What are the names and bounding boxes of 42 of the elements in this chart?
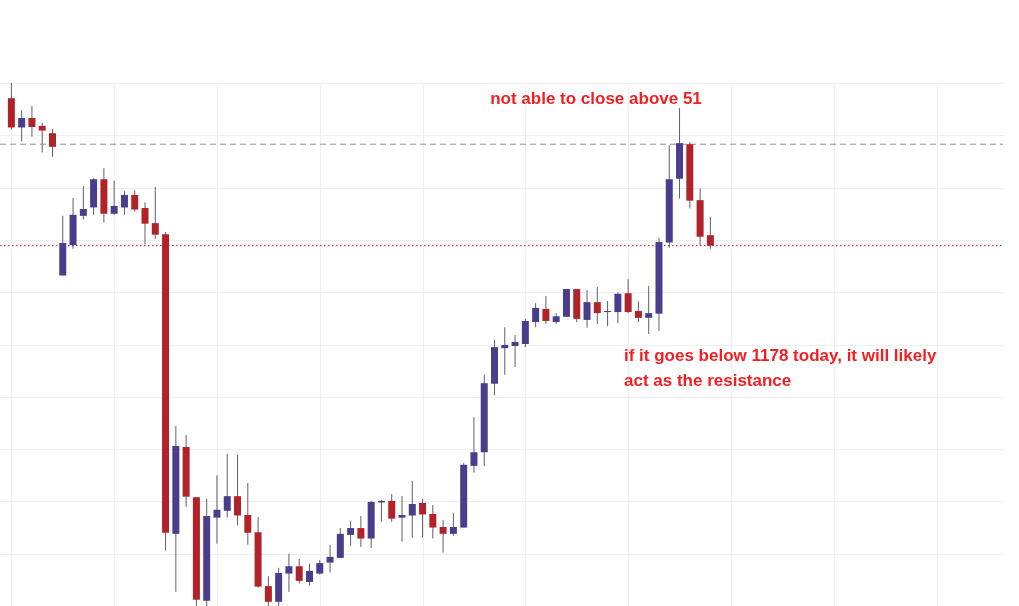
candlestick (398, 495, 406, 543)
candlestick (213, 474, 221, 545)
candlestick (429, 504, 437, 540)
candlestick (645, 285, 653, 335)
candlestick (48, 128, 56, 158)
candlestick (388, 493, 396, 523)
candlestick (614, 291, 622, 324)
candlestick (347, 520, 355, 547)
candlestick (264, 575, 272, 606)
candlestick (234, 454, 242, 526)
candlestick (28, 105, 36, 138)
candlestick (295, 558, 303, 585)
candlestick (408, 480, 416, 538)
candlestick (449, 512, 457, 537)
candlestick (18, 109, 26, 143)
candlestick (326, 544, 334, 574)
candlestick (79, 185, 87, 220)
annotation: if it goes below 1178 today, it will likely act as the resistance (624, 346, 937, 390)
candlestick (593, 286, 601, 325)
candlestick (634, 300, 642, 323)
candlestick (131, 189, 139, 213)
candlestick (532, 302, 540, 328)
candlestick (521, 318, 529, 348)
candlestick (151, 186, 159, 240)
candlestick (357, 515, 365, 548)
candlestick (624, 278, 632, 314)
candlestick (542, 295, 550, 325)
candlestick (511, 334, 519, 368)
annotation: not able to close above 51 (490, 89, 702, 108)
candlestick (604, 300, 612, 327)
candlestick (110, 180, 118, 216)
candlestick (470, 416, 478, 474)
candlestick (583, 289, 591, 329)
candlestick (285, 553, 293, 593)
candlestick (419, 498, 427, 538)
candlestick (305, 563, 313, 587)
candlestick (439, 519, 447, 554)
candlestick (38, 122, 46, 154)
candlestick (501, 326, 509, 376)
candlestick (120, 190, 128, 216)
candlestick (223, 453, 231, 519)
candlestick (244, 482, 252, 546)
